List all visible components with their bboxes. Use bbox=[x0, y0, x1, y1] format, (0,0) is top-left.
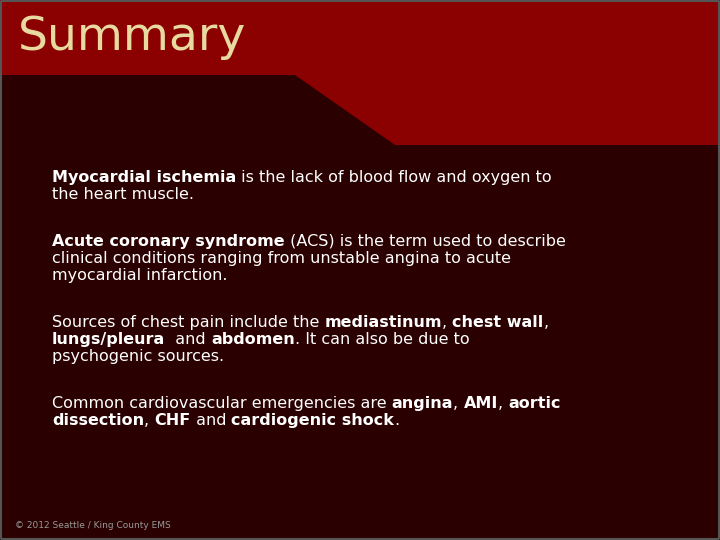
Text: abdomen: abdomen bbox=[211, 332, 294, 347]
Text: aortic: aortic bbox=[508, 396, 561, 411]
Text: Acute coronary syndrome: Acute coronary syndrome bbox=[52, 234, 284, 249]
Text: Common cardiovascular emergencies are: Common cardiovascular emergencies are bbox=[52, 396, 392, 411]
Text: clinical conditions ranging from unstable angina to acute: clinical conditions ranging from unstabl… bbox=[52, 251, 511, 266]
Text: Myocardial ischemia: Myocardial ischemia bbox=[52, 170, 236, 185]
Text: lungs/pleura: lungs/pleura bbox=[52, 332, 166, 347]
Text: ,: , bbox=[454, 396, 464, 411]
Text: chest wall: chest wall bbox=[452, 315, 544, 330]
Text: . It can also be due to: . It can also be due to bbox=[294, 332, 469, 347]
Text: ,: , bbox=[144, 413, 154, 428]
Text: myocardial infarction.: myocardial infarction. bbox=[52, 268, 228, 283]
Text: © 2012 Seattle / King County EMS: © 2012 Seattle / King County EMS bbox=[15, 521, 171, 530]
Text: dissection: dissection bbox=[52, 413, 144, 428]
Text: angina: angina bbox=[392, 396, 454, 411]
Text: is the lack of blood flow and oxygen to: is the lack of blood flow and oxygen to bbox=[236, 170, 552, 185]
Text: (ACS) is the term used to describe: (ACS) is the term used to describe bbox=[284, 234, 565, 249]
Text: ,: , bbox=[544, 315, 549, 330]
Text: mediastinum: mediastinum bbox=[325, 315, 442, 330]
Text: the heart muscle.: the heart muscle. bbox=[52, 187, 194, 202]
Text: ,: , bbox=[442, 315, 452, 330]
Text: psychogenic sources.: psychogenic sources. bbox=[52, 349, 224, 364]
Text: Sources of chest pain include the: Sources of chest pain include the bbox=[52, 315, 325, 330]
Text: .: . bbox=[394, 413, 400, 428]
Text: AMI: AMI bbox=[464, 396, 498, 411]
Text: and: and bbox=[191, 413, 231, 428]
Polygon shape bbox=[0, 0, 720, 145]
Text: Summary: Summary bbox=[18, 15, 246, 59]
Text: ,: , bbox=[498, 396, 508, 411]
Text: cardiogenic shock: cardiogenic shock bbox=[231, 413, 394, 428]
Text: CHF: CHF bbox=[154, 413, 191, 428]
Text: and: and bbox=[166, 332, 211, 347]
